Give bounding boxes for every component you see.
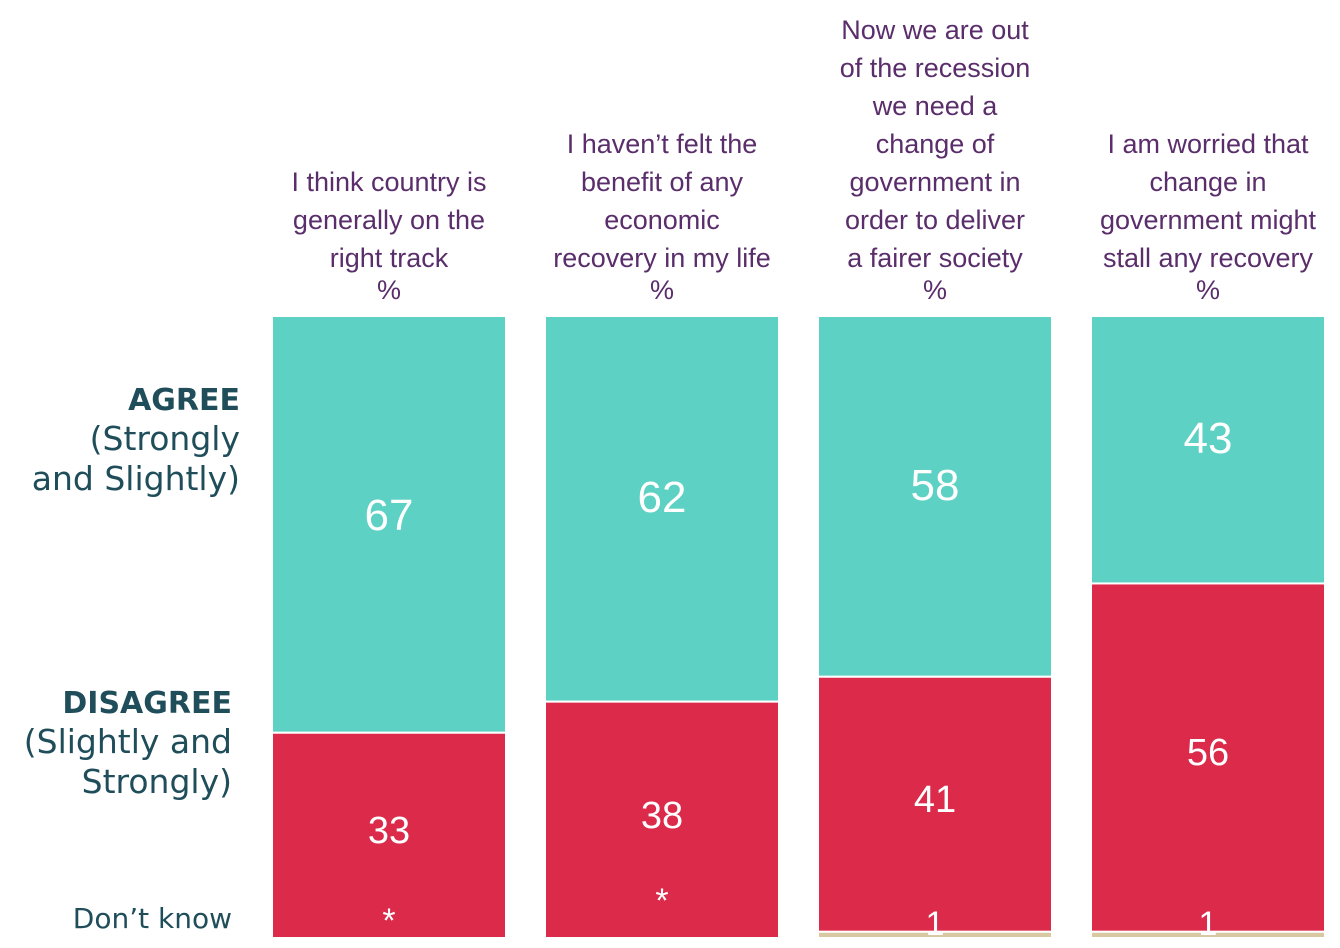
column-title-3: Now we are out of the recession we need a c… (798, 11, 1072, 277)
disagree-sublabel: (Slightly and Strongly) (0, 722, 232, 802)
bar-agree-3 (817, 315, 1053, 678)
data-label-agree-4: 43 (1184, 414, 1233, 463)
dontknow-row-label: Don’t know (72, 902, 232, 935)
column-title-line: I think country is (291, 167, 487, 197)
data-label-dontknow-4: 1 (1199, 905, 1218, 943)
disagree-row-label: DISAGREE (Slightly and Strongly) (0, 686, 232, 802)
bar-agree-1 (271, 315, 507, 734)
bar-agree-2 (544, 315, 780, 703)
data-label-dontknow-1: * (382, 902, 395, 940)
column-title-line: change in (1149, 167, 1267, 197)
disagree-sublabel-text: (Slightly and Strongly) (23, 722, 232, 801)
data-label-disagree-3: 41 (914, 779, 956, 821)
data-label-dontknow-3: 1 (926, 905, 945, 943)
data-label-dontknow-2: * (655, 882, 668, 920)
column-unit-label-4: % (1195, 275, 1220, 305)
column-title-line: I haven’t felt the (566, 129, 758, 159)
column-title-line: I am worried that (1107, 129, 1309, 159)
bar-disagree-4 (1090, 582, 1326, 933)
bar-dontknow-3 (817, 930, 1053, 940)
data-label-disagree-2: 38 (641, 795, 683, 837)
data-label-agree-1: 67 (365, 491, 414, 540)
column-title-line: benefit of any (580, 167, 744, 197)
column-title-line: stall any recovery (1102, 243, 1314, 273)
column-title-4: I am worried that change in government mig… (1071, 125, 1340, 277)
data-label-disagree-1: 33 (368, 810, 410, 852)
column-title-line: Now we are out (841, 15, 1029, 45)
column-title-line: right track (329, 243, 449, 273)
column-title-line: government in (849, 167, 1021, 197)
column-title-line: recovery in my life (553, 243, 771, 273)
agree-label: AGREE (128, 383, 240, 418)
column-title-line: generally on the (292, 205, 486, 235)
data-label-agree-2: 62 (638, 473, 687, 522)
column-title-1: I think country is generally on the right … (252, 163, 526, 277)
bar-dontknow-4 (1090, 930, 1326, 940)
column-title-line: government might (1099, 205, 1317, 235)
agree-row-label: AGREE (Strongly and Slightly) (0, 383, 240, 499)
agree-sublabel: (Strongly and Slightly) (0, 419, 240, 499)
column-title-line: order to deliver (844, 205, 1026, 235)
column-title-line: change of (875, 129, 995, 159)
column-title-line: we need a (872, 91, 998, 121)
column-unit-label-1: % (376, 275, 401, 305)
column-title-line: economic (604, 205, 720, 235)
agree-sublabel-text: (Strongly and Slightly) (31, 419, 240, 498)
column-title-line: of the recession (839, 53, 1031, 83)
bar-disagree-3 (817, 675, 1053, 933)
data-label-agree-3: 58 (911, 461, 960, 510)
column-title-line: a fairer society (847, 243, 1023, 273)
bar-disagree-1 (271, 731, 507, 939)
column-unit-label-2: % (649, 275, 674, 305)
data-label-disagree-4: 56 (1187, 732, 1229, 774)
column-unit-label-3: % (922, 275, 947, 305)
column-title-2: I haven’t felt the benefit of any economic… (525, 125, 799, 277)
bar-disagree-2 (544, 700, 780, 940)
disagree-label: DISAGREE (62, 686, 232, 721)
